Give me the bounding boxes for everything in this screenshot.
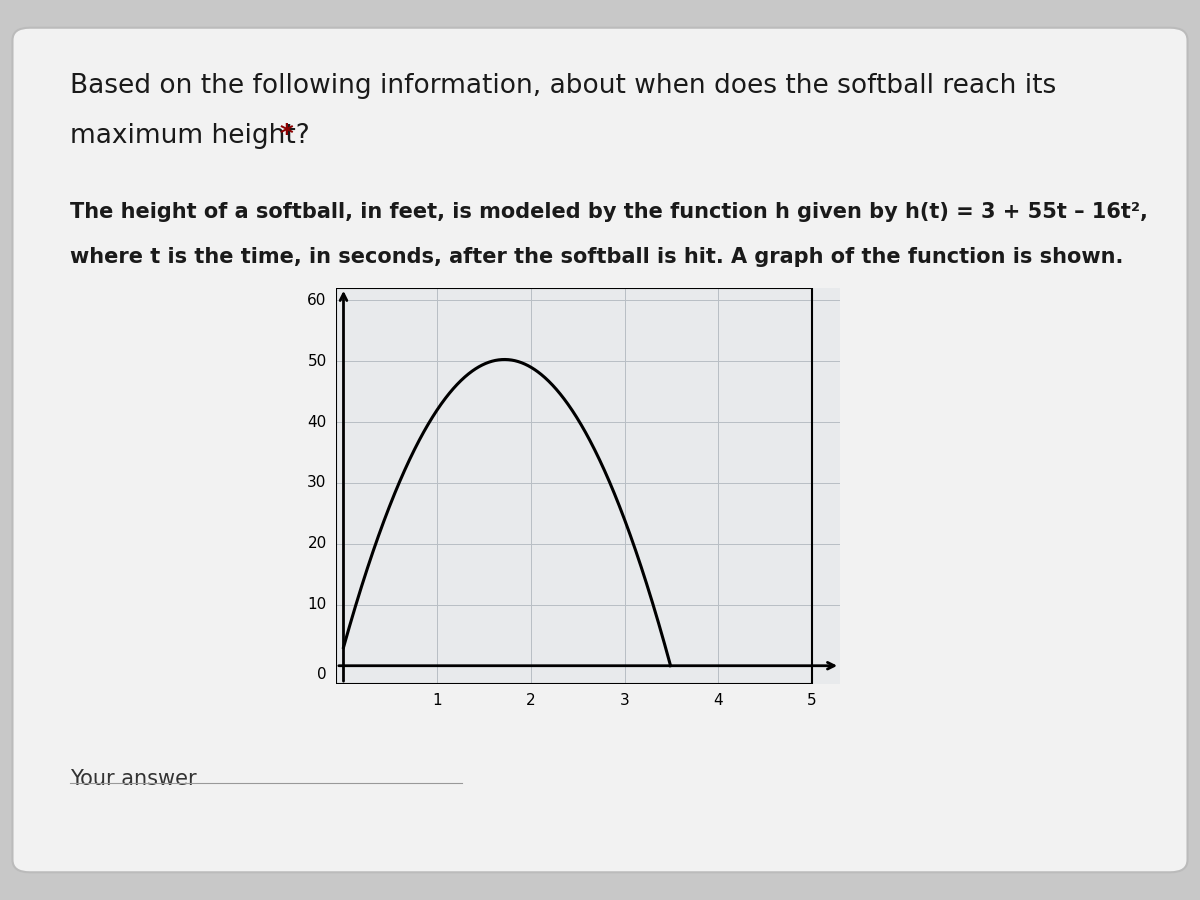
- Text: 4: 4: [714, 693, 724, 708]
- FancyBboxPatch shape: [12, 28, 1188, 872]
- Text: The height of a softball, in feet, is modeled by the function h given by h(t) = : The height of a softball, in feet, is mo…: [70, 202, 1148, 221]
- Text: 5: 5: [808, 693, 817, 708]
- Text: 20: 20: [307, 536, 326, 552]
- Text: 3: 3: [619, 693, 630, 708]
- Text: maximum height?: maximum height?: [70, 123, 318, 148]
- Text: 2: 2: [526, 693, 535, 708]
- Text: 0: 0: [317, 668, 326, 682]
- Text: 30: 30: [307, 475, 326, 491]
- Text: where t is the time, in seconds, after the softball is hit. A graph of the funct: where t is the time, in seconds, after t…: [70, 248, 1123, 267]
- Text: Your answer: Your answer: [70, 769, 197, 788]
- Text: *: *: [280, 123, 294, 148]
- Text: 10: 10: [307, 598, 326, 612]
- Text: 40: 40: [307, 415, 326, 429]
- Text: 50: 50: [307, 354, 326, 369]
- Text: 1: 1: [432, 693, 442, 708]
- Text: 60: 60: [307, 292, 326, 308]
- Text: Based on the following information, about when does the softball reach its: Based on the following information, abou…: [70, 73, 1056, 99]
